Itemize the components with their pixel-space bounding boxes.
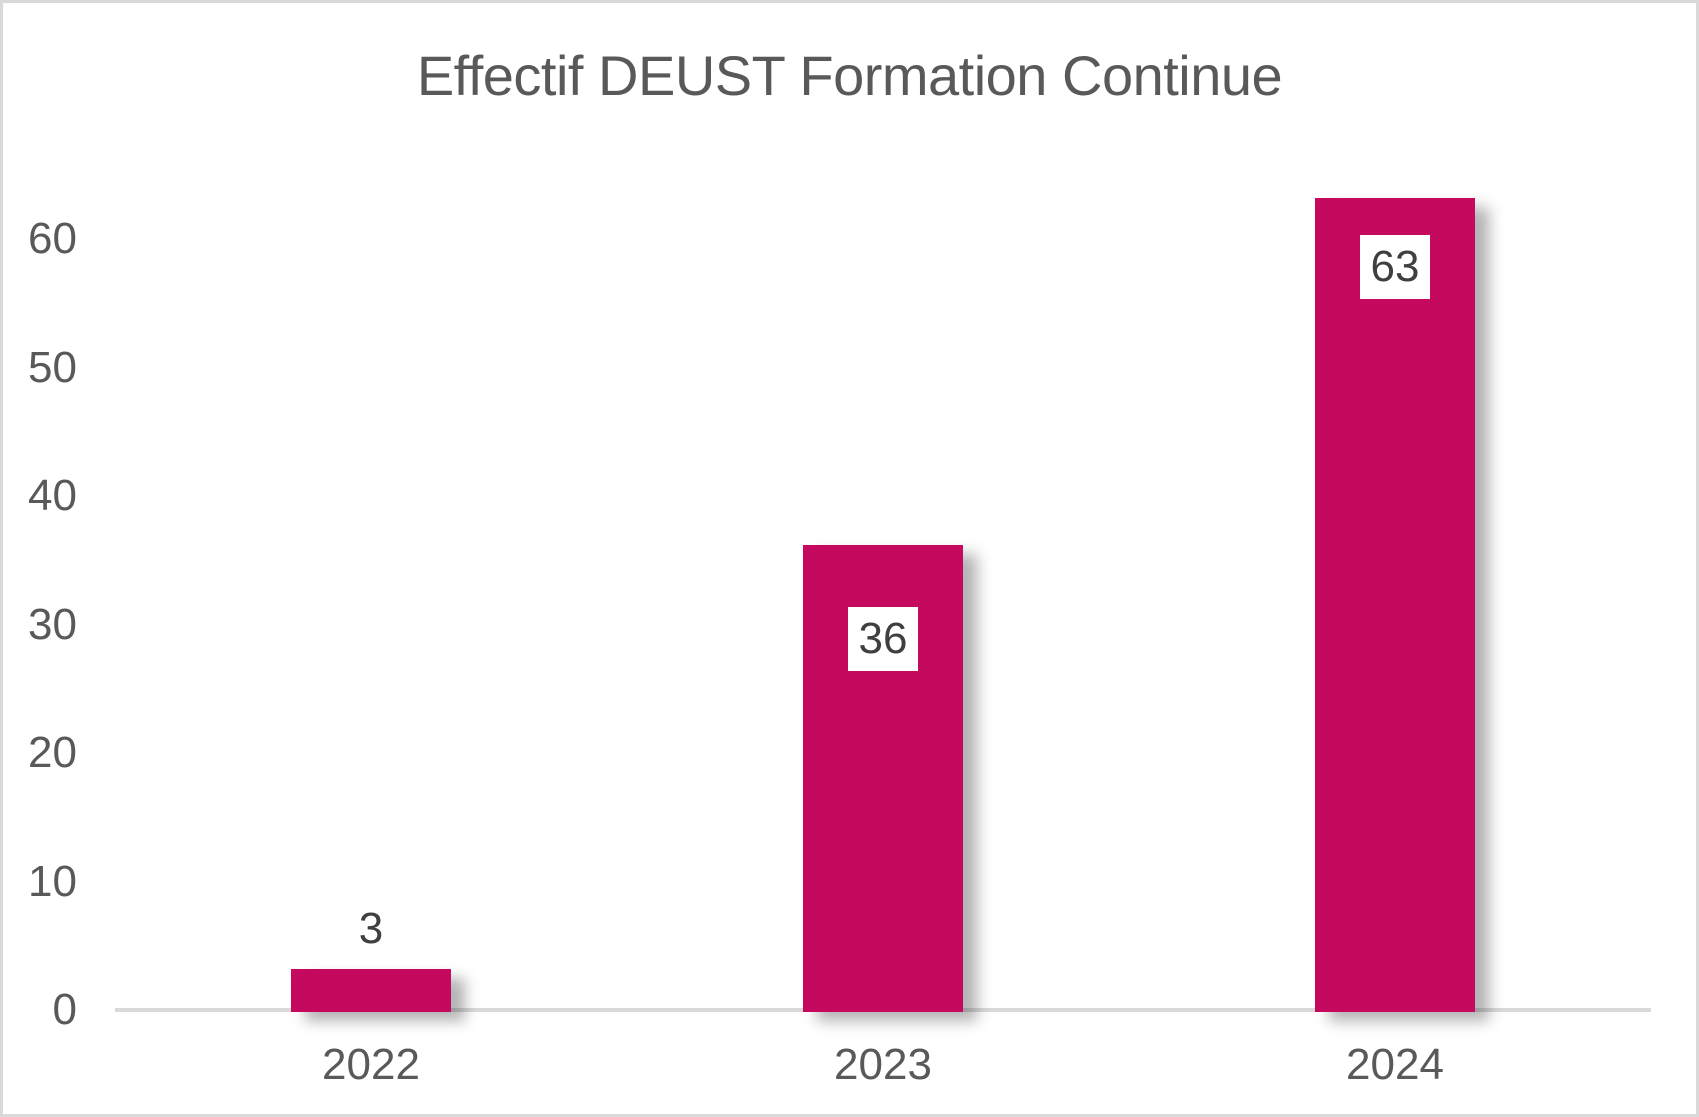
y-axis-tick-label: 10 [28,856,77,906]
y-axis-tick-label: 40 [28,471,77,520]
data-label-2024: 63 [1360,235,1430,300]
data-label-2023: 36 [848,607,918,672]
bar-2024 [1315,198,1475,1012]
chart-title: Effectif DEUST Formation Continue [416,44,1283,107]
y-axis-tick-label: 60 [28,214,77,263]
x-axis-label-2022: 2022 [322,1040,420,1089]
bar-2022 [291,969,451,1012]
x-axis-label-2024: 2024 [1346,1040,1444,1089]
x-axis-label-2023: 2023 [834,1040,932,1089]
data-label-2022: 3 [336,897,406,962]
y-axis-tick-label: 30 [28,599,77,649]
y-axis-tick-label: 0 [52,985,77,1034]
y-axis-tick-label: 50 [28,342,77,392]
y-axis-tick-label: 20 [28,728,77,777]
